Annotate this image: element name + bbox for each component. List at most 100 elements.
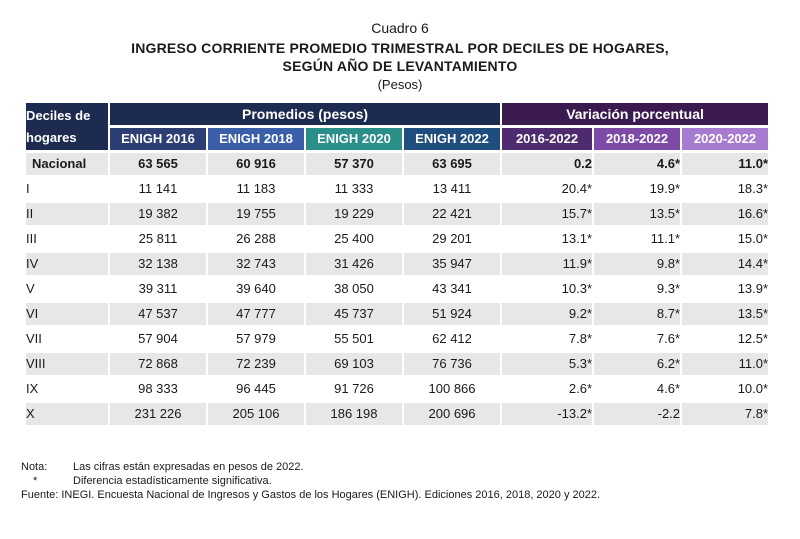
cell-var-2018-2022: 9.8* [594, 253, 681, 275]
col-header-enigh-2022: ENIGH 2022 [404, 128, 501, 150]
cell-var-2018-2022: 8.7* [594, 303, 681, 325]
cell-enigh-2016: 98 333 [110, 378, 206, 400]
table-body: Nacional 63 565 60 916 57 370 63 695 0.2… [26, 153, 769, 425]
table-row: IV 32 138 32 743 31 426 35 947 11.9* 9.8… [26, 253, 769, 275]
title-text-1: Ingreso corriente promedio trimestral po… [131, 40, 669, 56]
cell-var-2018-2022: 4.6* [594, 153, 681, 175]
row-label: IV [26, 253, 108, 275]
table-row-nacional: Nacional 63 565 60 916 57 370 63 695 0.2… [26, 153, 769, 175]
row-label: I [26, 178, 108, 200]
cell-enigh-2020: 57 370 [306, 153, 402, 175]
table-title-line-2: según año de levantamiento [0, 58, 800, 74]
cell-enigh-2020: 45 737 [306, 303, 402, 325]
cell-enigh-2016: 11 141 [110, 178, 206, 200]
cell-enigh-2020: 55 501 [306, 328, 402, 350]
cell-enigh-2018: 72 239 [208, 353, 304, 375]
col-header-enigh-2020: ENIGH 2020 [306, 128, 402, 150]
cell-enigh-2018: 57 979 [208, 328, 304, 350]
cell-enigh-2016: 57 904 [110, 328, 206, 350]
cell-var-2016-2022: -13.2* [502, 403, 593, 425]
group-header-row: Deciles de hogares Promedios (pesos) Var… [26, 103, 769, 150]
table-units: (Pesos) [377, 77, 423, 92]
source-text: Fuente: INEGI. Encuesta Nacional de Ingr… [21, 489, 601, 501]
col-header-var-2020-2022: 2020-2022 [682, 128, 769, 150]
row-label: V [26, 278, 108, 300]
cell-enigh-2018: 47 777 [208, 303, 304, 325]
cell-enigh-2016: 47 537 [110, 303, 206, 325]
cell-var-2018-2022: 19.9* [594, 178, 681, 200]
cell-var-2020-2022: 13.9* [682, 278, 769, 300]
cell-var-2016-2022: 2.6* [502, 378, 593, 400]
promedios-group-header: Promedios (pesos) [110, 103, 501, 125]
cell-enigh-2022: 200 696 [404, 403, 501, 425]
cell-var-2018-2022: 7.6* [594, 328, 681, 350]
table-row: I 11 141 11 183 11 333 13 411 20.4* 19.9… [26, 178, 769, 200]
cell-enigh-2022: 35 947 [404, 253, 501, 275]
cell-var-2016-2022: 20.4* [502, 178, 593, 200]
cell-enigh-2016: 32 138 [110, 253, 206, 275]
cell-enigh-2016: 231 226 [110, 403, 206, 425]
cell-var-2018-2022: 9.3* [594, 278, 681, 300]
cell-var-2020-2022: 7.8* [682, 403, 769, 425]
cell-enigh-2016: 25 811 [110, 228, 206, 250]
row-label: VI [26, 303, 108, 325]
row-label: VII [26, 328, 108, 350]
cell-var-2016-2022: 5.3* [502, 353, 593, 375]
cell-var-2020-2022: 18.3* [682, 178, 769, 200]
deciles-header: Deciles de hogares [26, 103, 108, 150]
asterisk-note-text: Diferencia estadísticamente significativ… [73, 475, 272, 487]
cell-enigh-2022: 62 412 [404, 328, 501, 350]
col-header-var-2016-2022: 2016-2022 [502, 128, 593, 150]
row-label: X [26, 403, 108, 425]
cell-enigh-2018: 96 445 [208, 378, 304, 400]
cell-var-2016-2022: 7.8* [502, 328, 593, 350]
row-label: Nacional [26, 153, 108, 175]
cell-enigh-2022: 29 201 [404, 228, 501, 250]
cell-enigh-2018: 205 106 [208, 403, 304, 425]
cell-var-2020-2022: 12.5* [682, 328, 769, 350]
cell-var-2018-2022: 13.5* [594, 203, 681, 225]
cell-enigh-2016: 19 382 [110, 203, 206, 225]
cell-var-2018-2022: 4.6* [594, 378, 681, 400]
col-header-var-2018-2022: 2018-2022 [594, 128, 681, 150]
asterisk-label: * [33, 475, 38, 487]
cell-enigh-2020: 91 726 [306, 378, 402, 400]
table-number: Cuadro 6 [371, 20, 429, 36]
cell-var-2016-2022: 0.2 [502, 153, 593, 175]
variacion-group-header: Variación porcentual [502, 103, 769, 125]
row-label: II [26, 203, 108, 225]
cell-enigh-2022: 76 736 [404, 353, 501, 375]
cell-var-2018-2022: 11.1* [594, 228, 681, 250]
cell-var-2020-2022: 11.0* [682, 353, 769, 375]
table-row: III 25 811 26 288 25 400 29 201 13.1* 11… [26, 228, 769, 250]
table-title-line-1: Ingreso corriente promedio trimestral po… [0, 40, 800, 56]
cell-enigh-2020: 31 426 [306, 253, 402, 275]
note-label: Nota: [21, 461, 48, 473]
cell-enigh-2020: 38 050 [306, 278, 402, 300]
cell-enigh-2016: 72 868 [110, 353, 206, 375]
row-label: III [26, 228, 108, 250]
cell-var-2020-2022: 15.0* [682, 228, 769, 250]
col-header-enigh-2018: ENIGH 2018 [208, 128, 304, 150]
row-label: VIII [26, 353, 108, 375]
column-header-row: ENIGH 2016 ENIGH 2018 ENIGH 2020 ENIGH 2… [26, 128, 769, 150]
title-text-2: según año de levantamiento [282, 58, 518, 74]
cell-enigh-2018: 26 288 [208, 228, 304, 250]
cell-enigh-2018: 19 755 [208, 203, 304, 225]
income-deciles-table: Deciles de hogares Promedios (pesos) Var… [24, 100, 770, 428]
table-row: VII 57 904 57 979 55 501 62 412 7.8* 7.6… [26, 328, 769, 350]
col-header-enigh-2016: ENIGH 2016 [110, 128, 206, 150]
cell-enigh-2016: 39 311 [110, 278, 206, 300]
table-row: X 231 226 205 106 186 198 200 696 -13.2*… [26, 403, 769, 425]
cell-var-2020-2022: 10.0* [682, 378, 769, 400]
cell-var-2016-2022: 13.1* [502, 228, 593, 250]
table-row: II 19 382 19 755 19 229 22 421 15.7* 13.… [26, 203, 769, 225]
table-row: VIII 72 868 72 239 69 103 76 736 5.3* 6.… [26, 353, 769, 375]
table-row: IX 98 333 96 445 91 726 100 866 2.6* 4.6… [26, 378, 769, 400]
cell-var-2020-2022: 14.4* [682, 253, 769, 275]
cell-var-2016-2022: 9.2* [502, 303, 593, 325]
cell-var-2016-2022: 10.3* [502, 278, 593, 300]
table-row: VI 47 537 47 777 45 737 51 924 9.2* 8.7*… [26, 303, 769, 325]
cell-var-2018-2022: 6.2* [594, 353, 681, 375]
cell-enigh-2020: 19 229 [306, 203, 402, 225]
